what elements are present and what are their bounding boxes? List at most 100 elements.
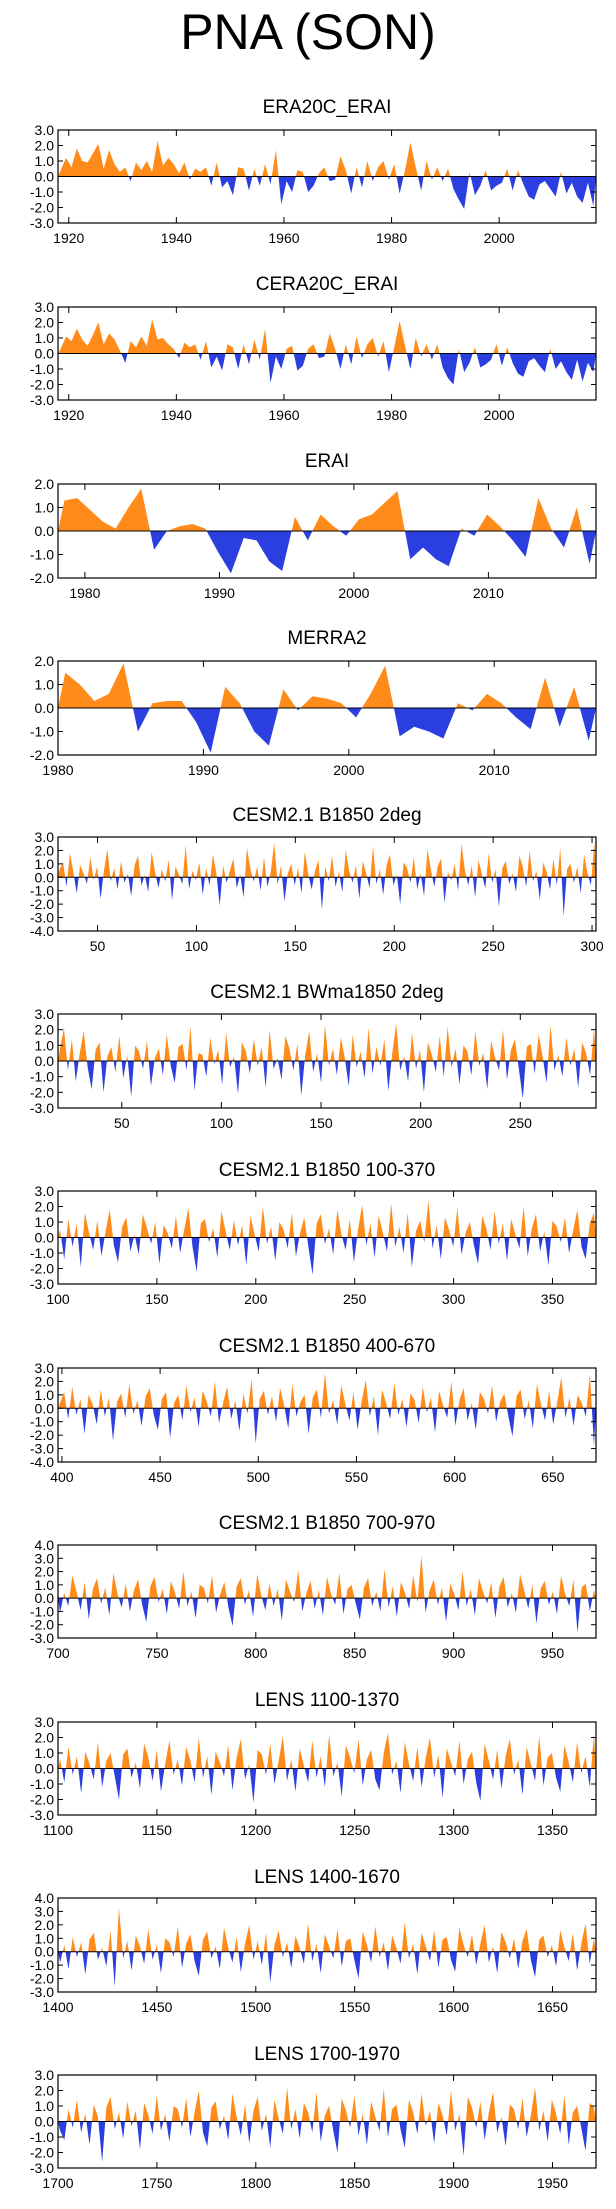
y-tick-label: 1.0 — [35, 677, 55, 693]
negative-anomaly-area — [58, 2121, 596, 2162]
x-tick-label: 300 — [442, 1291, 466, 1307]
y-tick-label: 1.0 — [35, 1387, 55, 1403]
x-tick-label: 950 — [541, 1645, 565, 1661]
x-tick-label: 1350 — [537, 1822, 568, 1838]
y-tick-label: 1.0 — [35, 2098, 55, 2114]
positive-anomaly-area — [58, 488, 596, 531]
x-tick-label: 1500 — [240, 1999, 271, 2015]
x-tick-label: 1250 — [339, 1822, 370, 1838]
chart-panel-12: LENS 1700-19703.02.01.00.0-1.0-2.0-3.017… — [30, 2044, 597, 2191]
y-tick-label: 1.0 — [35, 1577, 55, 1593]
y-tick-label: 2.0 — [35, 1373, 55, 1389]
positive-anomaly-area — [58, 842, 596, 878]
y-tick-label: -1.0 — [30, 184, 54, 200]
chart-panel-7: CESM2.1 B1850 100-370 3.02.01.00.0-1.0-2.… — [30, 1160, 597, 1307]
y-tick-label: 3.0 — [35, 299, 55, 315]
positive-anomaly-area — [58, 1373, 592, 1409]
y-tick-label: 0.0 — [35, 523, 55, 539]
y-tick-label: 2.0 — [35, 1730, 55, 1746]
negative-anomaly-area — [58, 1237, 596, 1275]
y-tick-label: -2.0 — [30, 570, 54, 586]
x-tick-label: 850 — [343, 1645, 367, 1661]
chart-panel-9: CESM2.1 B1850 700-970 4.03.02.01.00.0-1.0… — [30, 1513, 597, 1661]
x-tick-label: 250 — [343, 1291, 367, 1307]
y-tick-label: 2.0 — [35, 1199, 55, 1215]
negative-anomaly-area — [58, 877, 596, 917]
y-tick-label: -2.0 — [30, 747, 54, 763]
y-tick-label: 1.0 — [35, 330, 55, 346]
x-tick-label: 200 — [409, 1115, 433, 1131]
x-tick-label: 350 — [541, 1291, 565, 1307]
y-tick-label: -3.0 — [30, 392, 54, 408]
y-tick-label: -2.0 — [30, 1084, 54, 1100]
y-tick-label: 3.0 — [35, 1360, 55, 1376]
plot-frame — [57, 1544, 597, 1639]
y-tick-label: 0.0 — [35, 169, 55, 185]
positive-anomaly-area — [58, 1200, 596, 1238]
chart-title: ERAI — [305, 451, 349, 472]
x-tick-label: 1990 — [204, 585, 235, 601]
plot-frame — [57, 1897, 597, 1993]
y-tick-label: 1.0 — [35, 153, 55, 169]
y-tick-label: -3.0 — [30, 1807, 54, 1823]
y-tick-label: 4.0 — [35, 1890, 55, 1906]
y-tick-label: 0.0 — [35, 869, 55, 885]
x-tick-label: 2010 — [479, 762, 510, 778]
y-tick-label: 1.0 — [35, 500, 55, 516]
x-tick-label: 1980 — [42, 762, 73, 778]
y-tick-label: 3.0 — [35, 1550, 55, 1566]
x-tick-label: 2000 — [338, 585, 369, 601]
chart-title: CESM2.1 B1850 2deg — [232, 805, 421, 826]
chart-panel-8: CESM2.1 B1850 400-670 3.02.01.00.0-1.0-2.… — [30, 1336, 597, 1485]
x-tick-label: 1920 — [53, 230, 84, 246]
x-tick-label: 1450 — [141, 1999, 172, 2015]
negative-anomaly-area — [58, 1598, 593, 1633]
plot-frame — [57, 836, 597, 932]
x-tick-label: 900 — [442, 1645, 466, 1661]
chart-panel-10: LENS 1100-13703.02.01.00.0-1.0-2.0-3.011… — [30, 1690, 597, 1838]
y-tick-label: 3.0 — [35, 1006, 55, 1022]
x-tick-label: 750 — [145, 1645, 169, 1661]
x-tick-label: 100 — [185, 938, 209, 954]
y-tick-label: -2.0 — [30, 1617, 54, 1633]
x-tick-label: 400 — [50, 1469, 74, 1485]
chart-title: MERRA2 — [287, 628, 366, 649]
chart-title: ERA20C_ERAI — [263, 97, 392, 118]
x-tick-label: 500 — [247, 1469, 271, 1485]
chart-panel-11: LENS 1400-1670 4.03.02.01.00.0-1.0-2.0-3.… — [30, 1867, 597, 2015]
y-tick-label: -4.0 — [30, 923, 54, 939]
y-tick-label: -2.0 — [30, 1971, 54, 1987]
x-tick-label: 1980 — [376, 230, 407, 246]
chart-panel-2: CERA20C_ERAI 3.02.01.00.0-1.0-2.0-3.01920… — [30, 274, 597, 423]
x-tick-label: 1700 — [42, 2175, 73, 2191]
positive-anomaly-area — [58, 663, 596, 708]
x-tick-label: 2000 — [484, 230, 515, 246]
y-tick-label: 3.0 — [35, 1714, 55, 1730]
y-tick-label: -1.0 — [30, 1069, 54, 1085]
y-tick-label: -1.0 — [30, 547, 54, 563]
y-tick-label: 0.0 — [35, 1944, 55, 1960]
x-tick-label: 100 — [46, 1291, 70, 1307]
chart-title: CESM2.1 B1850 100-370 — [219, 1160, 436, 1181]
x-tick-label: 100 — [210, 1115, 234, 1131]
y-tick-label: 1.0 — [35, 1930, 55, 1946]
y-tick-label: 0.0 — [35, 1230, 55, 1246]
x-tick-label: 1400 — [42, 1999, 73, 2015]
y-tick-label: -1.0 — [30, 1414, 54, 1430]
negative-anomaly-area — [58, 1408, 596, 1446]
chart-title: LENS 1100-1370 — [255, 1690, 399, 1711]
y-tick-label: 1.0 — [35, 1037, 55, 1053]
y-tick-label: 0.0 — [35, 1400, 55, 1416]
positive-anomaly-area — [58, 2087, 596, 2122]
x-tick-label: 1650 — [537, 1999, 568, 2015]
y-tick-label: 0.0 — [35, 1053, 55, 1069]
x-tick-label: 1600 — [438, 1999, 469, 2015]
x-tick-label: 1990 — [188, 762, 219, 778]
y-tick-label: -3.0 — [30, 910, 54, 926]
x-tick-label: 1900 — [438, 2175, 469, 2191]
y-tick-label: -2.0 — [30, 200, 54, 216]
y-tick-label: 3.0 — [35, 122, 55, 138]
